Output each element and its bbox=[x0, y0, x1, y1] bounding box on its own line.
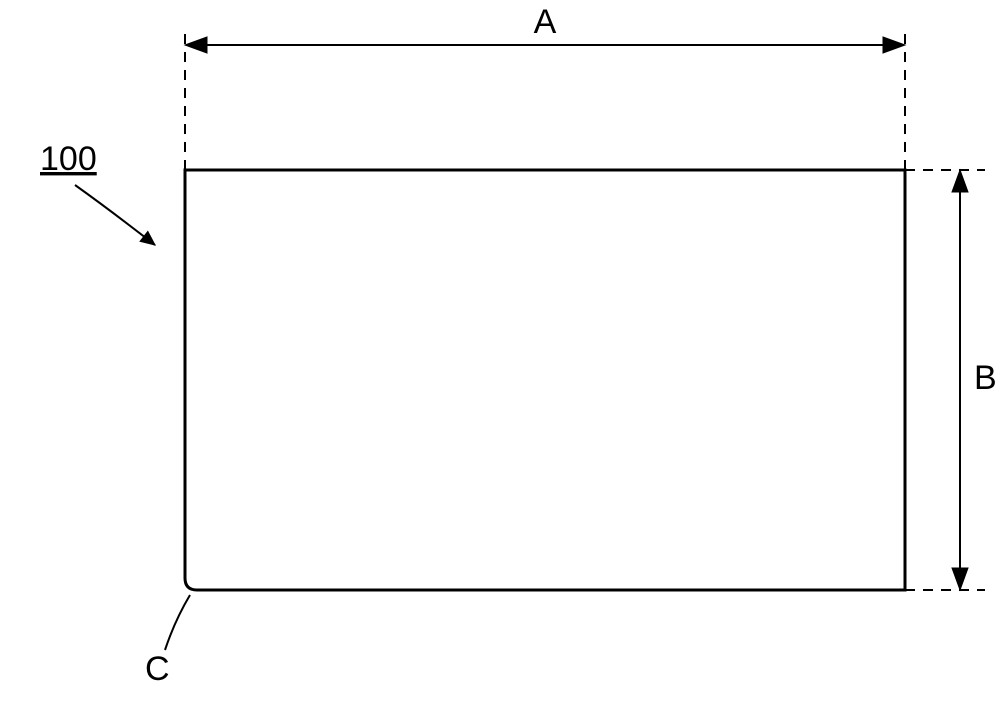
dimension-A-label: A bbox=[534, 3, 557, 41]
dimension-B-label: B bbox=[974, 359, 997, 397]
arrow-left-icon bbox=[185, 37, 207, 53]
corner-C-leader bbox=[165, 595, 190, 650]
arrow-right-icon bbox=[883, 37, 905, 53]
reference-100-leader bbox=[75, 185, 155, 245]
reference-100-label: 100 bbox=[40, 140, 97, 178]
reference-100: 100 bbox=[40, 140, 155, 245]
arrow-up-icon bbox=[952, 170, 968, 192]
dimension-B: B bbox=[952, 170, 997, 590]
label-C: C bbox=[145, 595, 190, 688]
corner-C-label: C bbox=[145, 650, 170, 688]
arrow-pointer-icon bbox=[140, 231, 155, 245]
dimension-diagram: A B 100 C bbox=[0, 0, 1000, 720]
arrow-down-icon bbox=[952, 568, 968, 590]
dimension-A: A bbox=[185, 3, 905, 53]
component-rectangle bbox=[185, 170, 905, 590]
